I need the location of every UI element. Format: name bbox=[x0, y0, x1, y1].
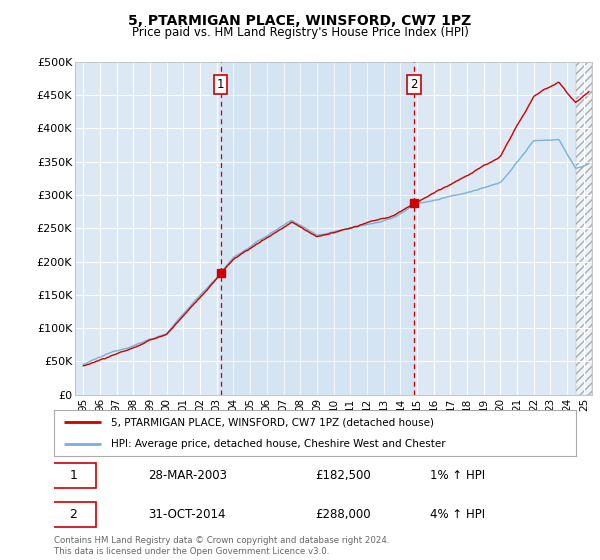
Text: 4% ↑ HPI: 4% ↑ HPI bbox=[430, 508, 485, 521]
Text: Contains HM Land Registry data © Crown copyright and database right 2024.
This d: Contains HM Land Registry data © Crown c… bbox=[54, 535, 389, 557]
FancyBboxPatch shape bbox=[52, 502, 96, 527]
Bar bbox=[221, 62, 414, 395]
Text: £182,500: £182,500 bbox=[315, 469, 371, 482]
Text: 28-MAR-2003: 28-MAR-2003 bbox=[148, 469, 227, 482]
Text: Price paid vs. HM Land Registry's House Price Index (HPI): Price paid vs. HM Land Registry's House … bbox=[131, 26, 469, 39]
Text: 5, PTARMIGAN PLACE, WINSFORD, CW7 1PZ (detached house): 5, PTARMIGAN PLACE, WINSFORD, CW7 1PZ (d… bbox=[112, 417, 434, 427]
Text: 1: 1 bbox=[217, 78, 224, 91]
Text: 5, PTARMIGAN PLACE, WINSFORD, CW7 1PZ: 5, PTARMIGAN PLACE, WINSFORD, CW7 1PZ bbox=[128, 14, 472, 28]
Text: HPI: Average price, detached house, Cheshire West and Chester: HPI: Average price, detached house, Ches… bbox=[112, 439, 446, 449]
Text: 2: 2 bbox=[410, 78, 418, 91]
Text: 2: 2 bbox=[70, 508, 77, 521]
Text: £288,000: £288,000 bbox=[315, 508, 371, 521]
Text: 1: 1 bbox=[70, 469, 77, 482]
FancyBboxPatch shape bbox=[52, 463, 96, 488]
Polygon shape bbox=[575, 62, 592, 395]
Text: 1% ↑ HPI: 1% ↑ HPI bbox=[430, 469, 485, 482]
Text: 31-OCT-2014: 31-OCT-2014 bbox=[148, 508, 226, 521]
